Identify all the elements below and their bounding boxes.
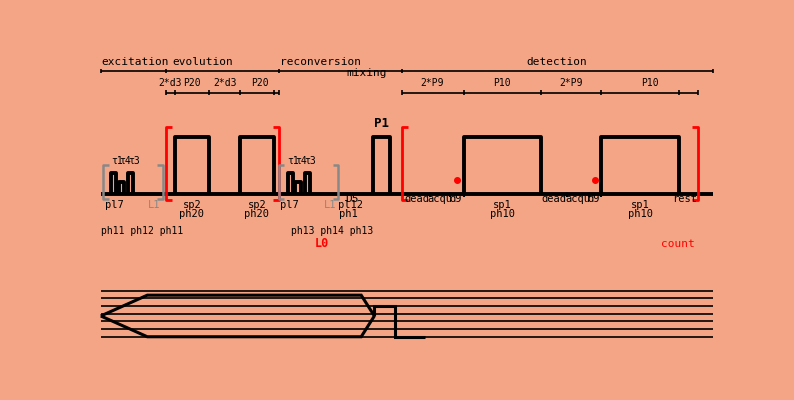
Text: 2*d3: 2*d3	[159, 78, 183, 88]
Text: excitation: excitation	[102, 57, 169, 67]
Text: P20: P20	[251, 78, 268, 88]
Text: τ4: τ4	[119, 156, 131, 166]
Text: τ1: τ1	[112, 156, 123, 166]
Text: pl7: pl7	[279, 200, 299, 210]
Text: sp1: sp1	[493, 200, 511, 210]
Text: P20: P20	[183, 78, 201, 88]
Text: L0: L0	[314, 237, 329, 250]
Text: 2*P9: 2*P9	[560, 78, 583, 88]
Text: ph1: ph1	[340, 210, 358, 219]
Text: ph11 ph12 ph11: ph11 ph12 ph11	[101, 226, 183, 236]
Text: ph10: ph10	[628, 210, 653, 219]
Text: P1: P1	[374, 117, 389, 130]
Text: count: count	[661, 239, 695, 249]
Text: sp1: sp1	[630, 200, 649, 210]
Text: mixing: mixing	[346, 68, 387, 78]
Text: ph20: ph20	[245, 210, 269, 219]
Text: detection: detection	[526, 57, 587, 67]
Text: 2*P9: 2*P9	[421, 78, 445, 88]
Text: ph10: ph10	[490, 210, 515, 219]
Text: reconversion: reconversion	[280, 57, 361, 67]
Text: τ3: τ3	[129, 156, 141, 166]
Text: d9: d9	[449, 194, 462, 204]
Text: τ4: τ4	[295, 156, 307, 166]
Text: dead: dead	[404, 194, 430, 204]
Text: ph13 ph14 ph13: ph13 ph14 ph13	[291, 226, 374, 236]
Text: rest: rest	[672, 194, 697, 204]
Text: L1: L1	[148, 200, 160, 210]
Text: τ3: τ3	[305, 156, 316, 166]
Text: 2*d3: 2*d3	[213, 78, 237, 88]
Text: P10: P10	[641, 78, 658, 88]
Text: pl12: pl12	[338, 200, 363, 210]
Text: L1: L1	[324, 200, 337, 210]
Text: τ1: τ1	[287, 156, 299, 166]
Text: P10: P10	[493, 78, 511, 88]
Text: pl7: pl7	[105, 200, 123, 210]
Text: d9: d9	[588, 194, 600, 204]
Text: dead: dead	[542, 194, 567, 204]
Text: sp2: sp2	[183, 200, 201, 210]
Text: acqu: acqu	[565, 194, 591, 204]
Text: evolution: evolution	[172, 57, 233, 67]
Text: ph20: ph20	[179, 210, 204, 219]
Text: sp2: sp2	[248, 200, 266, 210]
Text: acqu: acqu	[428, 194, 453, 204]
Text: D5: D5	[345, 194, 359, 204]
